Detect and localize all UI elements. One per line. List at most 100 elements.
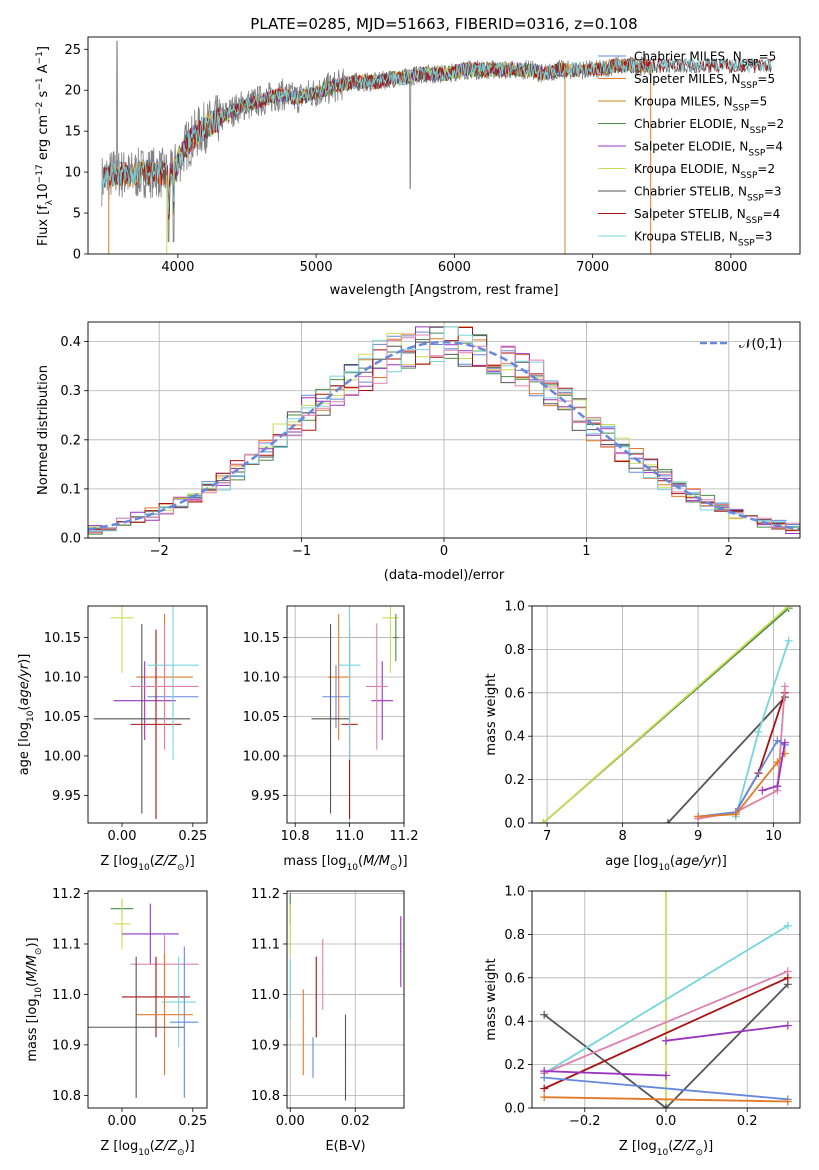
axes-frame — [286, 605, 405, 824]
x-tick-label: −0.2 — [569, 1114, 601, 1129]
x-tick-label: 7000 — [576, 260, 609, 275]
histogram-pink — [88, 334, 800, 538]
y-tick-label: 10.00 — [243, 749, 280, 764]
axes-frame — [87, 890, 208, 1109]
axes-frame — [87, 321, 801, 539]
data-point — [338, 676, 340, 678]
data-point — [400, 950, 402, 953]
x-axis-label: age [log10(age/yr)] — [605, 854, 727, 873]
label-part: Salpeter ELODIE, N — [634, 140, 748, 154]
plot-area — [93, 606, 199, 820]
y-axis-label: Flux [fλ10−17 erg cm−2 s−1 A−1] — [35, 46, 55, 246]
x-tick-label: 4000 — [161, 260, 194, 275]
panel-weight_vs_Z: −0.2 0.0 0.2 0.0 0.2 0.4 0.6 0.8 1.0 Z [log10(Z/Z… — [484, 885, 801, 1158]
label-part: ⊙ — [390, 863, 398, 873]
x-tick-label: 8000 — [714, 260, 747, 275]
legend-label: Kroupa MILES, NSSP=5 — [634, 95, 767, 114]
data-point — [155, 723, 157, 725]
histogram-kroupa_stelib — [88, 326, 800, 538]
label-part: Z [log — [619, 1139, 657, 1154]
y-tick-label: 25 — [64, 43, 81, 58]
label-part: mass [log — [25, 998, 40, 1061]
axes-frame — [531, 605, 801, 824]
label-part: =2 — [757, 162, 775, 176]
legend-label: Chabrier ELODIE, NSSP=2 — [634, 117, 784, 136]
y-tick-label: 10.9 — [52, 1038, 81, 1053]
label-part: =5 — [750, 95, 768, 109]
label-part: =4 — [765, 140, 783, 154]
plot-area — [311, 606, 399, 820]
label-part: )] — [397, 854, 407, 869]
spectrum-model-salpeter_stelib — [101, 57, 773, 220]
data-point — [322, 973, 324, 975]
y-tick-label: 0.2 — [504, 773, 525, 788]
label-part: =3 — [755, 230, 773, 244]
x-tick-label: 0.00 — [108, 829, 137, 844]
label-part: ( — [150, 854, 155, 869]
label-part: Z [log — [100, 1139, 138, 1154]
label-part: ⊙ — [177, 863, 185, 873]
panels: 4000 5000 6000 7000 80000510152025wavelength… — [17, 36, 801, 1158]
y-axis-label: age [log10(age/yr)] — [17, 654, 36, 776]
data-point — [289, 988, 291, 991]
weight-marker — [662, 1104, 670, 1108]
panel-mass_vs_ebv: 0.00 0.02 10.8 10.9 11.0 11.1 11.2 E(B-V) — [251, 887, 405, 1154]
legend-label: Chabrier STELIB, NSSP=3 — [634, 185, 782, 204]
label-part: ⊙ — [34, 948, 44, 956]
label-part: ( — [150, 1139, 155, 1154]
legend-label: Salpeter MILES, NSSP=5 — [634, 72, 775, 91]
weight-marker — [783, 973, 792, 982]
weight-marker — [754, 727, 763, 736]
weight-line-chabrier_miles — [544, 1076, 788, 1101]
weight-marker — [780, 682, 789, 691]
x-tick-label: 10 — [765, 829, 782, 844]
weight-marker — [783, 921, 792, 930]
y-tick-label: 10.10 — [44, 671, 81, 686]
spectrum-model-chabrier_elodie — [166, 61, 566, 220]
data-point — [344, 1056, 347, 1059]
data-point — [144, 700, 146, 702]
label-part: SSP — [738, 239, 755, 249]
x-tick-label: 0.0 — [656, 1114, 677, 1129]
weight-marker — [663, 819, 672, 823]
x-axis-label: Z [log10(Z/Z⊙)] — [100, 1139, 194, 1158]
data-point — [395, 636, 397, 639]
weight-line-kroupa_stelib — [543, 924, 789, 1075]
x-tick-label: 0.02 — [341, 1114, 370, 1129]
label-part: 10 — [36, 183, 51, 200]
y-tick-label: 0.3 — [60, 384, 81, 399]
label-part: ] — [36, 46, 51, 51]
x-tick-label: 1 — [582, 544, 590, 559]
label-part: 10 — [658, 863, 670, 873]
y-tick-label: 1.0 — [504, 885, 525, 900]
weight-marker — [780, 738, 789, 747]
label-part: ⊙ — [177, 1148, 185, 1158]
label-part: Flux [f — [36, 205, 51, 246]
x-tick-label: 0.00 — [276, 1114, 305, 1129]
data-point — [335, 696, 337, 698]
label-part: )] — [185, 1139, 195, 1154]
data-point — [315, 996, 317, 998]
label-part: )] — [717, 854, 727, 869]
weight-marker — [662, 891, 670, 895]
x-tick-label: 0.00 — [108, 1114, 137, 1129]
x-tick-label: 11.0 — [335, 829, 364, 844]
label-part: Z/Z — [672, 1139, 696, 1154]
x-tick-label: 0.25 — [178, 1114, 207, 1129]
data-point — [302, 1031, 304, 1033]
y-tick-label: 10.05 — [44, 710, 81, 725]
y-tick-label: 11.2 — [251, 887, 280, 902]
y-tick-label: 0 — [73, 248, 81, 263]
x-tick-label: 6000 — [438, 260, 471, 275]
label-part: Kroupa STELIB, N — [634, 230, 738, 244]
label-part: 10 — [138, 1148, 150, 1158]
data-point — [121, 617, 123, 619]
label-part: Kroupa ELODIE, N — [634, 162, 741, 176]
y-tick-label: 0.8 — [504, 643, 525, 658]
x-axis-label: wavelength [Angstrom, rest frame] — [330, 283, 559, 298]
weight-marker — [694, 812, 703, 821]
weight-line-chabrier_stelib — [667, 696, 786, 823]
y-tick-label: 11.2 — [52, 887, 81, 902]
